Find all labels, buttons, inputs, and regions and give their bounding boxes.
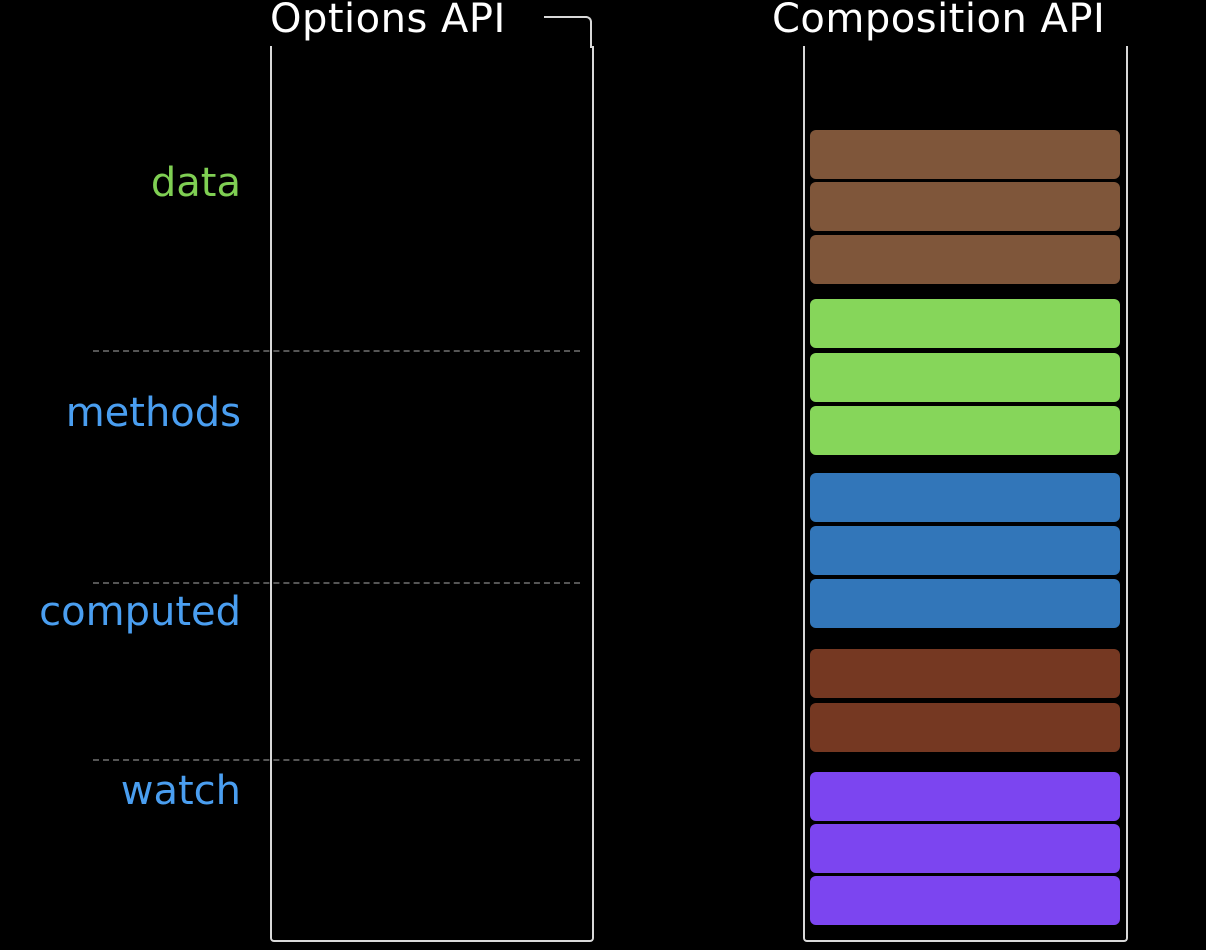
section-divider-1 — [93, 350, 580, 352]
option-label-watch: watch — [120, 768, 241, 814]
option-label-methods: methods — [65, 390, 241, 436]
option-label-computed: computed — [39, 589, 241, 635]
options-api-panel-corner — [586, 16, 592, 48]
options-api-panel — [270, 46, 594, 942]
composition-block — [810, 526, 1120, 575]
composition-block — [810, 876, 1120, 925]
composition-block — [810, 473, 1120, 522]
composition-block — [810, 649, 1120, 698]
composition-block — [810, 182, 1120, 231]
option-label-data: data — [150, 160, 241, 206]
composition-block — [810, 235, 1120, 284]
composition-api-panel — [803, 46, 1128, 942]
options-api-title: Options API — [270, 0, 506, 42]
composition-block — [810, 406, 1120, 455]
section-divider-2 — [93, 582, 580, 584]
composition-block — [810, 353, 1120, 402]
composition-api-title: Composition API — [772, 0, 1106, 42]
composition-block — [810, 772, 1120, 821]
composition-block — [810, 299, 1120, 348]
section-divider-3 — [93, 759, 580, 761]
composition-block — [810, 703, 1120, 752]
composition-block — [810, 579, 1120, 628]
composition-block — [810, 824, 1120, 873]
options-api-panel-top-edge — [544, 16, 588, 18]
composition-block — [810, 130, 1120, 179]
